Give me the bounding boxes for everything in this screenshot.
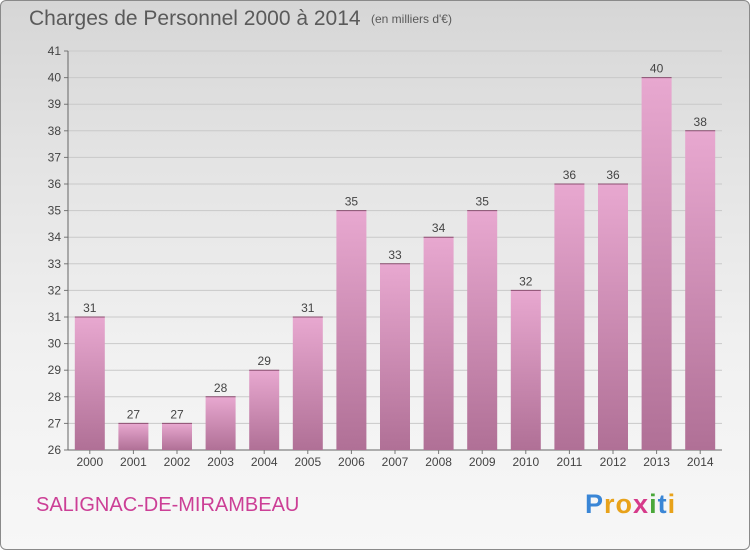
commune-name: SALIGNAC-DE-MIRAMBEAU xyxy=(36,494,300,516)
data-label: 35 xyxy=(345,195,359,209)
x-tick-label: 2008 xyxy=(425,455,452,469)
y-tick-label: 30 xyxy=(48,337,62,351)
bar xyxy=(423,237,454,450)
y-tick-label: 32 xyxy=(48,283,62,297)
x-tick-label: 2007 xyxy=(382,455,409,469)
y-tick-label: 27 xyxy=(48,416,62,430)
x-tick-label: 2004 xyxy=(251,455,278,469)
y-tick-label: 35 xyxy=(48,204,62,218)
logo-letter: x xyxy=(633,489,650,519)
logo-letter: t xyxy=(657,489,668,519)
bar xyxy=(510,290,541,450)
y-tick-label: 28 xyxy=(48,390,62,404)
y-tick-label: 34 xyxy=(48,230,62,244)
x-tick-label: 2003 xyxy=(207,455,234,469)
y-tick-label: 39 xyxy=(48,97,62,111)
bar xyxy=(292,317,323,450)
x-tick-label: 2010 xyxy=(512,455,539,469)
bar xyxy=(205,396,236,450)
y-tick-label: 26 xyxy=(48,443,62,457)
data-label: 27 xyxy=(127,407,141,421)
data-label: 27 xyxy=(170,407,184,421)
bar xyxy=(641,77,672,450)
data-label: 35 xyxy=(476,195,490,209)
data-label: 34 xyxy=(432,221,446,235)
x-tick-label: 2014 xyxy=(687,455,714,469)
bar xyxy=(249,370,280,450)
x-tick-label: 2002 xyxy=(164,455,191,469)
data-label: 36 xyxy=(606,168,620,182)
logo-letter: i xyxy=(649,489,658,519)
bar xyxy=(467,210,498,450)
x-tick-label: 2011 xyxy=(556,455,582,469)
bar xyxy=(74,317,105,450)
bar xyxy=(554,184,585,450)
x-tick-label: 2009 xyxy=(469,455,496,469)
bars xyxy=(74,77,716,451)
x-tick-label: 2006 xyxy=(338,455,365,469)
bar xyxy=(685,130,716,451)
data-label: 31 xyxy=(83,301,97,315)
logo-letter: r xyxy=(604,489,616,519)
y-tick-label: 37 xyxy=(48,150,62,164)
data-label: 38 xyxy=(694,115,708,129)
y-tick-label: 33 xyxy=(48,257,62,271)
chart-title: Charges de Personnel 2000 à 2014 xyxy=(29,7,361,30)
bar xyxy=(598,184,628,450)
x-tick-label: 2013 xyxy=(643,455,670,469)
y-tick-label: 41 xyxy=(48,44,62,58)
y-tick-label: 36 xyxy=(48,177,62,191)
x-tick-label: 2000 xyxy=(76,455,103,469)
chart-subtitle: (en milliers d'€) xyxy=(371,12,452,26)
x-tick-label: 2012 xyxy=(600,455,627,469)
y-tick-label: 31 xyxy=(48,310,62,324)
data-label: 31 xyxy=(301,301,315,315)
data-label: 28 xyxy=(214,381,228,395)
proxiti-logo: Proxiti xyxy=(585,489,676,520)
axes: 26 27 28 29 30 31 32 33 34 35 36 37 38 39 40 41 2000 2001… xyxy=(48,44,722,469)
y-tick-label: 38 xyxy=(48,124,62,138)
logo-letter: i xyxy=(667,489,677,519)
bar xyxy=(380,263,410,450)
bar xyxy=(336,210,367,450)
x-tick-label: 2005 xyxy=(294,455,321,469)
data-label: 36 xyxy=(563,168,577,182)
y-tick-label: 29 xyxy=(48,363,62,377)
data-label: 32 xyxy=(519,274,533,288)
logo-letter: o xyxy=(615,489,634,519)
y-tick-label: 40 xyxy=(48,71,62,85)
bar xyxy=(162,423,192,450)
bar xyxy=(118,423,149,450)
data-label: 40 xyxy=(650,62,664,76)
value-labels: 31 27 27 28 29 31 35 33 34 35 32 36 36 40 38 xyxy=(83,62,707,422)
logo-letter: P xyxy=(585,489,605,519)
data-label: 33 xyxy=(388,248,402,262)
x-tick-label: 2001 xyxy=(120,455,147,469)
data-label: 29 xyxy=(258,354,272,368)
